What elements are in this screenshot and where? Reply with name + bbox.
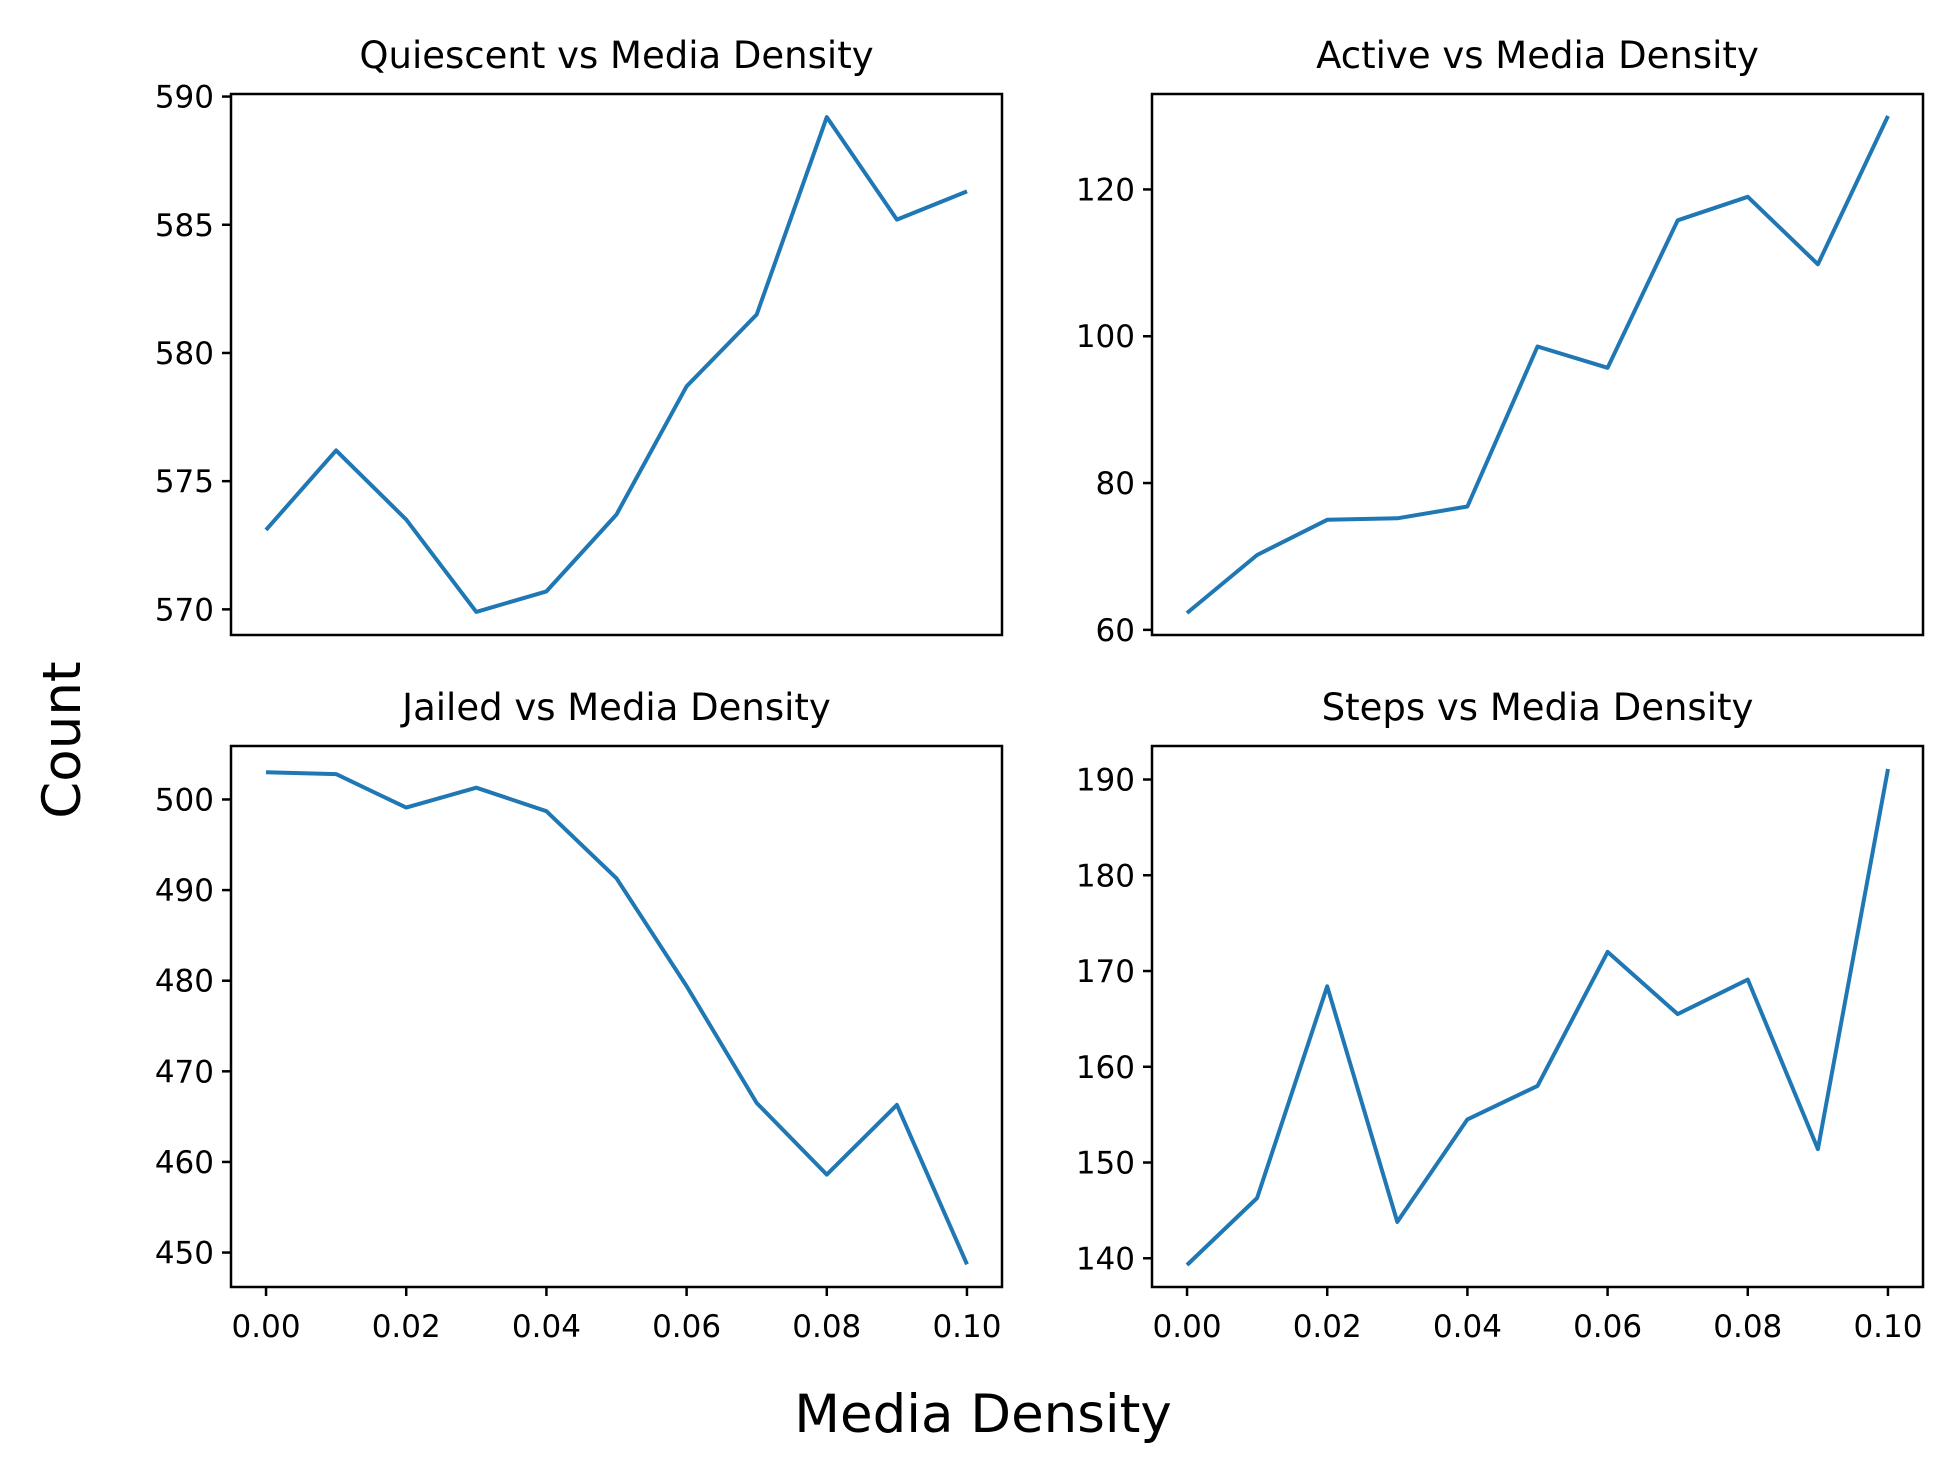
quiescent-y-tick-label: 590 — [155, 80, 214, 116]
active-y-tick-label: 100 — [1076, 319, 1135, 355]
quiescent-y-tick-label: 570 — [155, 592, 214, 628]
figure-x-label: Media Density — [794, 1384, 1172, 1445]
jailed-y-tick-label: 500 — [155, 782, 214, 818]
panel-jailed: Jailed vs Media Density 450 460 470 480 490 50… — [155, 686, 1004, 1345]
steps-x-tick-label: 0.02 — [1293, 1309, 1362, 1345]
jailed-y-tick-label: 490 — [155, 873, 214, 909]
panel-steps: Steps vs Media Density 140 150 160 170 180 190… — [1076, 686, 1925, 1345]
quiescent-y-tick-label: 575 — [155, 464, 214, 500]
quiescent-y-tick-label: 580 — [155, 336, 214, 372]
active-y-tick-label: 120 — [1076, 172, 1135, 208]
steps-x-tick-label: 0.10 — [1853, 1309, 1922, 1345]
steps-x-tick-label: 0.00 — [1153, 1309, 1222, 1345]
steps-y-tick-label: 190 — [1076, 763, 1135, 799]
jailed-y-tick-label: 470 — [155, 1054, 214, 1090]
steps-y-tick-label: 180 — [1076, 858, 1135, 894]
steps-y-tick-label: 160 — [1076, 1050, 1135, 1086]
steps-x-tick-label: 0.08 — [1713, 1309, 1782, 1345]
jailed-y-tick-label: 450 — [155, 1236, 214, 1272]
jailed-series-line — [265, 770, 969, 1266]
steps-y-tick-label: 170 — [1076, 954, 1135, 990]
jailed-x-tick-label: 0.04 — [512, 1309, 581, 1345]
active-axes-frame — [1150, 92, 1925, 637]
panel-quiescent: Quiescent vs Media Density 570 575 580 585 59… — [155, 34, 1004, 637]
quiescent-y-tick-label: 585 — [155, 208, 214, 244]
jailed-x-tick-label: 0.02 — [372, 1309, 441, 1345]
panel-active: Active vs Media Density 60 80 100 120 — [1076, 34, 1925, 649]
active-y-tick-label: 60 — [1096, 613, 1135, 649]
steps-y-tick-label: 140 — [1076, 1241, 1135, 1277]
steps-y-tick-label: 150 — [1076, 1146, 1135, 1182]
active-panel-title: Active vs Media Density — [1316, 34, 1759, 77]
jailed-x-tick-label: 0.06 — [652, 1309, 721, 1345]
jailed-axes-frame — [229, 744, 1004, 1289]
steps-x-tick-label: 0.04 — [1433, 1309, 1502, 1345]
steps-axes-frame — [1150, 744, 1925, 1289]
subplot-grid: Quiescent vs Media Density 570 575 580 585 59… — [155, 34, 1925, 1345]
jailed-panel-title: Jailed vs Media Density — [400, 686, 831, 729]
jailed-x-tick-label: 0.08 — [792, 1309, 861, 1345]
figure-y-label: Count — [32, 661, 93, 818]
steps-series-line — [1185, 768, 1890, 1267]
quiescent-axes-frame — [229, 92, 1004, 637]
jailed-x-tick-label: 0.00 — [232, 1309, 301, 1345]
quiescent-panel-title: Quiescent vs Media Density — [359, 34, 873, 77]
quiescent-series-line — [264, 115, 968, 614]
active-y-tick-label: 80 — [1096, 466, 1135, 502]
steps-panel-title: Steps vs Media Density — [1322, 686, 1754, 729]
steps-x-tick-label: 0.06 — [1573, 1309, 1642, 1345]
jailed-y-tick-label: 460 — [155, 1145, 214, 1181]
jailed-y-tick-label: 480 — [155, 964, 214, 1000]
active-series-line — [1185, 115, 1890, 615]
jailed-x-tick-label: 0.10 — [932, 1309, 1001, 1345]
